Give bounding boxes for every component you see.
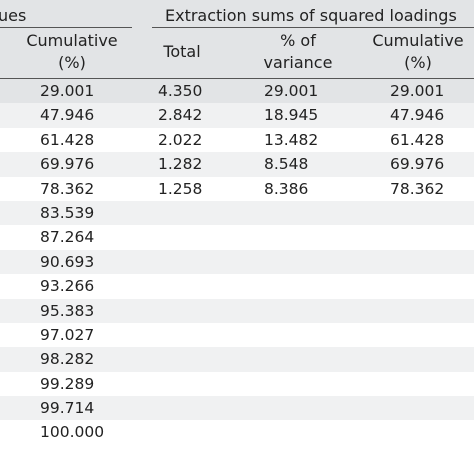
col-header-total: Total <box>150 41 214 63</box>
table-row: 98.282 <box>0 347 474 372</box>
cell-cumulative-initial: 95.383 <box>40 301 95 320</box>
cell-pct-variance: 18.945 <box>264 106 319 125</box>
header-bottom-rule <box>0 78 474 79</box>
cell-cumulative-initial: 47.946 <box>40 106 95 125</box>
cell-cumulative-initial: 99.289 <box>40 374 95 393</box>
cell-cumulative: 29.001 <box>390 82 445 100</box>
table-row: 99.714 <box>0 396 474 421</box>
group-underline-right <box>152 27 474 28</box>
cell-pct-variance: 29.001 <box>264 82 319 100</box>
table-row: 87.264 <box>0 225 474 249</box>
group-underline-left <box>0 27 132 28</box>
col-header-pct-variance: % of variance <box>246 30 350 74</box>
table-row: 47.946 2.842 18.945 47.946 <box>0 103 474 128</box>
col-header-line: Cumulative <box>372 31 464 50</box>
cell-pct-variance: 13.482 <box>264 130 319 149</box>
cell-pct-variance: 8.548 <box>264 155 309 174</box>
cell-cumulative-initial: 61.428 <box>40 130 95 149</box>
cell-cumulative-initial: 87.264 <box>40 228 95 247</box>
cell-cumulative-initial: 83.539 <box>40 203 95 222</box>
cell-cumulative-initial: 78.362 <box>40 179 95 198</box>
cell-cumulative-initial: 93.266 <box>40 277 95 296</box>
table-header: ues Extraction sums of squared loadings … <box>0 0 474 110</box>
cell-cumulative-initial: 99.714 <box>40 399 95 418</box>
cell-cumulative: 47.946 <box>390 106 445 125</box>
cell-total: 4.350 <box>158 82 203 100</box>
cell-cumulative: 78.362 <box>390 179 445 198</box>
col-header-line: % of <box>280 31 316 50</box>
cell-cumulative: 69.976 <box>390 155 445 174</box>
col-header-line: (%) <box>404 53 432 72</box>
cell-pct-variance: 8.386 <box>264 179 309 198</box>
cell-cumulative-initial: 29.001 <box>40 82 95 100</box>
cell-total: 2.842 <box>158 106 203 125</box>
table-row: 83.539 <box>0 200 474 226</box>
table-row: 93.266 <box>0 274 474 298</box>
cell-cumulative-initial: 69.976 <box>40 155 95 174</box>
cell-cumulative: 61.428 <box>390 130 445 149</box>
group-header-initial-eigenvalues: ues <box>0 6 27 25</box>
table-row: 69.976 1.282 8.548 69.976 <box>0 152 474 177</box>
table-body: 29.001 4.350 29.001 29.001 47.946 2.842 18.945… <box>0 79 474 445</box>
col-header-cumulative-initial: Cumulative (%) <box>12 30 132 74</box>
cell-total: 2.022 <box>158 130 203 149</box>
table-row: 29.001 4.350 29.001 29.001 <box>0 79 474 103</box>
table-row: 97.027 <box>0 323 474 347</box>
cell-cumulative-initial: 100.000 <box>40 423 105 442</box>
cell-cumulative-initial: 98.282 <box>40 350 95 369</box>
table-row: 78.362 1.258 8.386 78.362 <box>0 177 474 201</box>
table-row: 99.289 <box>0 372 474 396</box>
col-header-cumulative: Cumulative (%) <box>362 30 474 74</box>
cell-cumulative-initial: 97.027 <box>40 325 95 344</box>
col-header-line: Cumulative <box>26 31 118 50</box>
cell-total: 1.282 <box>158 155 203 174</box>
cell-total: 1.258 <box>158 179 203 198</box>
col-header-line: (%) <box>58 53 86 72</box>
table-row: 95.383 <box>0 298 474 323</box>
col-header-line: variance <box>263 53 333 72</box>
col-header-line: Total <box>163 42 201 61</box>
table-row: 61.428 2.022 13.482 61.428 <box>0 128 474 152</box>
table-row: 100.000 <box>0 420 474 444</box>
table-row: 90.693 <box>0 249 474 275</box>
group-header-extraction-sums: Extraction sums of squared loadings <box>165 6 457 25</box>
cell-cumulative-initial: 90.693 <box>40 252 95 271</box>
